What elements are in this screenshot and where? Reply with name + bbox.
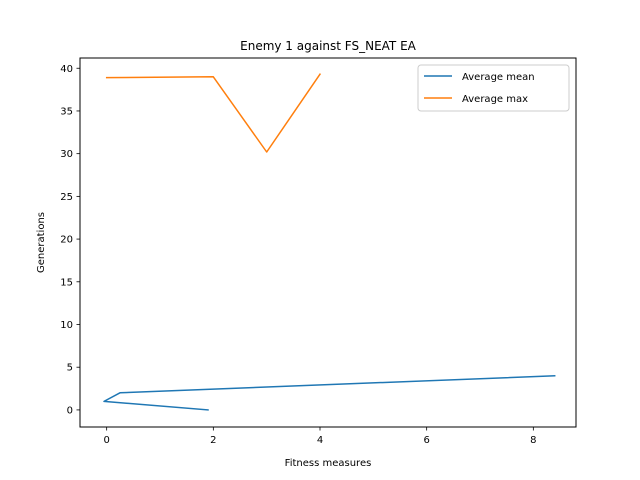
legend: Average mean Average max bbox=[417, 64, 570, 112]
series-line-0 bbox=[103, 375, 556, 411]
y-tick-label: 10 bbox=[60, 320, 73, 331]
series-layer bbox=[103, 73, 556, 411]
x-axis-label: Fitness measures bbox=[285, 458, 372, 469]
y-tick-label: 35 bbox=[60, 106, 73, 117]
y-tick-label: 30 bbox=[60, 149, 73, 160]
legend-box bbox=[417, 64, 570, 112]
y-tick-label: 40 bbox=[60, 64, 73, 75]
x-tick-label: 2 bbox=[210, 435, 216, 446]
y-tick-label: 5 bbox=[67, 363, 73, 374]
legend-label-mean: Average mean bbox=[462, 72, 535, 83]
y-tick-label: 0 bbox=[67, 405, 73, 416]
legend-label-max: Average max bbox=[462, 94, 528, 105]
y-tick-label: 25 bbox=[60, 192, 73, 203]
x-tick-label: 8 bbox=[530, 435, 536, 446]
y-axis: 0 5 10 15 20 25 30 35 40 bbox=[60, 64, 80, 416]
x-tick-label: 6 bbox=[423, 435, 429, 446]
x-tick-label: 4 bbox=[317, 435, 323, 446]
series-line-1 bbox=[105, 73, 322, 153]
x-axis: 0 2 4 6 8 bbox=[103, 427, 537, 446]
y-tick-label: 15 bbox=[60, 277, 73, 288]
y-axis-label: Generations bbox=[36, 212, 47, 273]
chart-title: Enemy 1 against FS_NEAT EA bbox=[240, 39, 417, 53]
x-tick-label: 0 bbox=[103, 435, 109, 446]
plot-frame bbox=[79, 57, 577, 428]
y-tick-label: 20 bbox=[60, 235, 73, 246]
